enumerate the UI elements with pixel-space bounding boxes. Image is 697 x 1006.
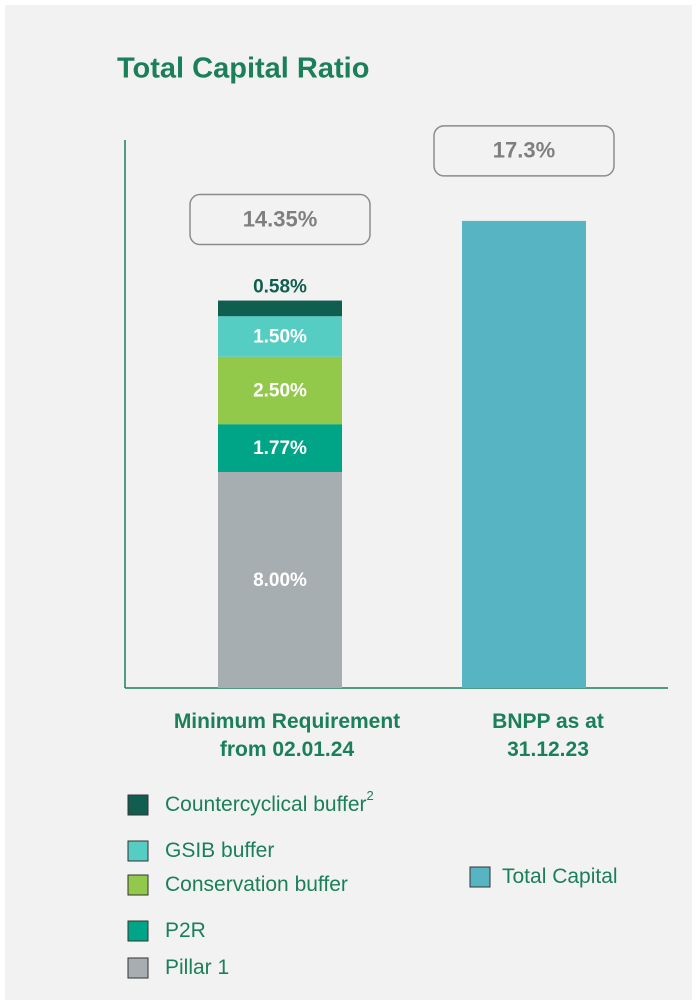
legend-swatch [127,840,149,862]
bar-segment [218,356,342,425]
value-label: 8.00% [253,570,307,591]
legend-label: Countercyclical buffer2 [165,788,374,815]
bar-segment [218,316,342,357]
total-box [189,193,371,246]
legend-label: Total Capital [502,865,618,888]
legend-name: P2R [165,919,206,942]
value-label: 1.77% [253,438,307,459]
chart-title: Total Capital Ratio [117,53,369,85]
legend-swatch [127,957,149,979]
bar-segment [218,424,342,472]
category-label: Minimum Requirement from 02.01.24 [174,710,400,761]
bar-segment [218,472,342,688]
category-line: BNPP as at [492,710,604,733]
value-label: 2.50% [253,380,307,401]
legend-name: Countercyclical buffer [165,793,367,816]
legend-swatch [127,874,149,896]
legend-label: GSIB buffer [165,839,274,862]
total-label: 14.35% [243,206,318,231]
bar-segment [218,300,342,317]
category-label: BNPP as at 31.12.23 [492,710,604,761]
legend-swatch [469,866,491,888]
legend-name: GSIB buffer [165,839,274,862]
legend-name: Conservation buffer [165,873,348,896]
legend-swatch [127,794,149,816]
category-line: from 02.01.24 [220,738,355,761]
legend-swatch [127,920,149,942]
legend-name: Total Capital [502,865,618,888]
category-line: Minimum Requirement [174,710,400,733]
legend-label: Pillar 1 [165,956,229,979]
value-label: 0.58% [253,277,307,298]
panel [5,5,692,1000]
category-line: 31.12.23 [507,738,589,761]
bar-segment [462,220,586,688]
total-label: 17.3% [493,138,555,163]
value-label: 1.50% [253,326,307,347]
legend-superscript: 2 [367,788,374,803]
total-box [433,125,615,177]
legend-name: Pillar 1 [165,956,229,979]
legend-label: P2R [165,919,206,942]
legend-label: Conservation buffer [165,873,348,896]
